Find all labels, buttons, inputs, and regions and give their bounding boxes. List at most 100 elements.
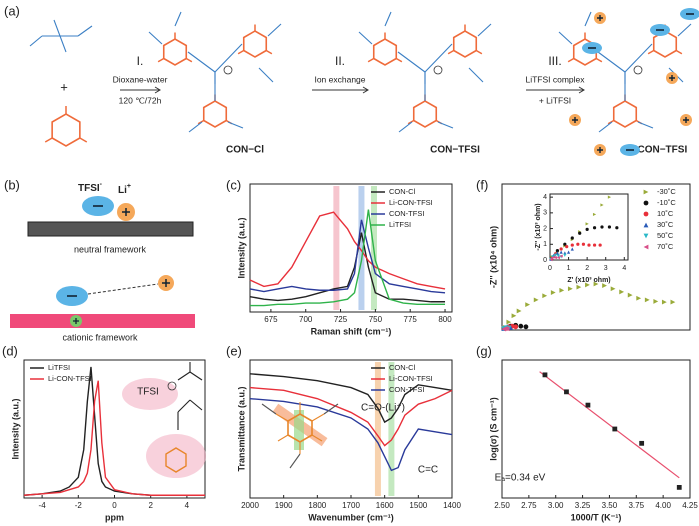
point (564, 389, 569, 395)
highlight-band (358, 186, 365, 310)
bond (598, 121, 613, 133)
series-line (23, 380, 205, 496)
ring (242, 30, 268, 58)
bond (597, 51, 626, 73)
point (653, 299, 659, 304)
carbonyl (607, 119, 615, 125)
bond (177, 399, 191, 413)
point (585, 227, 589, 231)
bond (275, 413, 289, 422)
legend-label: CON-TFSI (389, 385, 424, 394)
point (661, 299, 667, 305)
panel-label: (a) (4, 3, 20, 18)
bond (227, 121, 244, 129)
point (559, 254, 563, 258)
point (578, 231, 582, 235)
x-tick-label: 700 (299, 315, 313, 324)
x-axis-label: 1000/T (K⁻¹) (571, 512, 622, 522)
point (516, 308, 522, 314)
x-axis-label: Raman shift (cm⁻¹) (311, 326, 392, 336)
x-tick-label: 2 (148, 501, 153, 510)
bond (277, 434, 289, 442)
series-line (249, 386, 453, 447)
point (612, 426, 618, 432)
arrow (120, 86, 161, 94)
plus (572, 117, 578, 123)
point (600, 225, 604, 229)
x-tick-label: 3.75 (628, 501, 644, 510)
point (567, 286, 573, 292)
plot-frame (501, 359, 691, 499)
x-tick-label: 1900 (275, 501, 293, 510)
legend-label: CON-Cl (389, 363, 416, 372)
point (563, 253, 567, 257)
legend-label: CON-TFSI (389, 209, 424, 218)
series-line (249, 211, 446, 290)
legend-label: 50˚C (657, 231, 674, 240)
carbonyl (447, 49, 455, 55)
y-axis-label: Intensity (a.u.) (236, 217, 246, 278)
bond (397, 51, 426, 73)
x-tick-label: 1400 (443, 501, 461, 510)
point (533, 297, 539, 303)
point (553, 253, 558, 257)
step-numeral: I. (137, 54, 144, 68)
ring (612, 100, 638, 128)
x-tick-label: 2000 (241, 501, 259, 510)
bond (558, 31, 573, 45)
bond (214, 43, 243, 73)
bond (637, 121, 654, 129)
plus (122, 208, 130, 216)
ring (51, 113, 81, 147)
x-tick-label: 1800 (308, 501, 326, 510)
point (627, 292, 633, 298)
cation-name: Li (118, 185, 127, 196)
panel-label: (c) (226, 177, 241, 192)
panel-label: (g) (476, 343, 492, 358)
carbonyl (44, 137, 53, 143)
point (593, 281, 599, 287)
point (566, 250, 571, 254)
plus (162, 279, 170, 287)
bond (174, 11, 182, 27)
bond (477, 23, 492, 37)
bond (358, 31, 373, 45)
point (559, 287, 565, 293)
point (598, 243, 602, 247)
point (559, 247, 563, 251)
halo (122, 378, 178, 410)
panel-label: (b) (4, 177, 20, 192)
legend-marker (643, 222, 649, 228)
series-line (249, 373, 453, 424)
point (607, 225, 612, 229)
x-tick-label: 4 (622, 265, 626, 272)
point (602, 283, 607, 288)
legend-label: -30˚C (657, 187, 676, 196)
point (550, 290, 556, 295)
legend-label: CON-Cl (389, 187, 416, 196)
point (513, 324, 519, 330)
ring (452, 30, 478, 58)
plus-sign: + (60, 79, 68, 94)
y-tick-label: 2 (543, 225, 547, 232)
highlight-band (374, 362, 381, 496)
x-tick-label: 725 (334, 315, 348, 324)
point (639, 440, 645, 446)
y-axis-label: Transmittance (a.u.) (236, 386, 246, 471)
point (610, 286, 616, 292)
highlight-band (388, 362, 395, 496)
ring (202, 100, 228, 128)
point (553, 256, 558, 260)
plus (73, 318, 79, 324)
point (556, 256, 560, 260)
x-tick-label: 1500 (409, 501, 427, 510)
y-axis-label: -Z'' (x10³ ohm) (535, 203, 542, 250)
bond (584, 11, 592, 27)
x-tick-label: 750 (369, 315, 383, 324)
x-tick-label: 675 (264, 315, 278, 324)
point (542, 293, 548, 299)
point (581, 242, 586, 246)
point (636, 295, 642, 301)
series-line (249, 219, 446, 294)
